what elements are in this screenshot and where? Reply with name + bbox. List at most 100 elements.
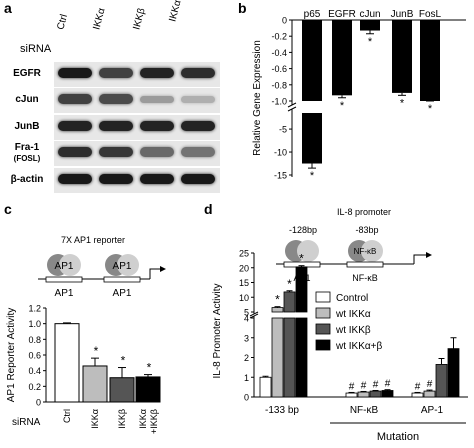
panel-c-letter: c [4,201,12,217]
blot-band [99,147,133,157]
group-label: AP-1 [421,405,444,416]
tss-arrow-head [160,266,166,272]
blot-band [99,121,133,131]
legend-swatch [315,339,331,351]
blot-band [181,68,215,78]
ap1-site-label: AP1 [55,288,74,299]
y-axis-title: Relative Gene Expression [252,40,263,156]
blot-band [99,68,133,78]
blot-band [58,121,92,131]
bar [259,376,272,398]
bar-upper [295,266,308,313]
blot-strip [54,168,220,193]
bar [435,364,448,398]
bar [345,392,358,398]
blot-band [99,174,133,184]
bar [82,365,108,403]
significance-mark: # [427,379,433,390]
ap1-factor-label: AP1 [113,261,132,272]
bar-lower [302,113,322,164]
blot-band [58,68,92,78]
tss-arrow-head [426,252,432,258]
significance-mark: * [310,170,315,182]
blot-band [99,94,133,104]
legend-swatch [315,291,331,303]
y-tick-label: 0.4 [28,366,41,376]
bar-upper [302,20,322,101]
category-label: +IKKβ [149,409,159,434]
panel-a-letter: a [4,0,12,16]
significance-mark: * [299,252,304,266]
bar-upper [271,307,284,313]
ap1-factor-label: AP1 [55,261,74,272]
y-tick-label: -10 [274,148,287,158]
group-label: NF-κB [350,405,379,416]
y-tick-label: -0.6 [271,64,287,74]
y-tick-label: 4 [244,314,249,324]
y-tick-label: -15 [274,171,287,181]
blot-row-label-line1: Fra-1 [14,142,40,153]
bar [392,20,412,93]
bar-lower [283,317,296,398]
significance-mark: * [400,97,405,109]
gene-expression-chart: 0 -0.2 -0.4 -0.6 -0.8 -1.0 -5 -10 -15 Relative Ge… [252,9,466,182]
significance-mark: # [385,379,391,390]
y-tick-label: -0.2 [271,32,287,42]
category-label: IKKα [90,409,100,429]
promoter-title: IL-8 promoter [337,207,391,217]
category-label: FosL [419,9,442,20]
sirna-label: siRNA [12,417,41,428]
blot-column-header: IKKβ [131,7,148,31]
blot-band [181,96,215,103]
y-tick-label: 3 [244,333,249,343]
bar [411,392,424,398]
legend-label: wt IKKα+β [335,341,383,352]
bar [447,348,460,398]
tss-arrow [413,254,426,264]
y-tick-label: -0.4 [271,48,287,58]
significance-mark: # [373,379,379,390]
y-tick-label: -0.8 [271,80,287,90]
significance-mark: * [121,354,126,368]
blot-band [181,147,215,157]
legend-swatch [315,307,331,319]
category-label: IKKβ [117,409,127,429]
nfkb-factor-shape [361,240,383,262]
blot-band [140,96,174,103]
significance-mark: * [94,344,99,358]
nfkb-factor-label: NF-κB [354,247,377,256]
axis-break-mark [287,102,297,108]
blot-row-label-line2: (FOSL) [13,154,41,163]
blot-strip [54,88,220,113]
significance-mark: * [368,36,373,48]
y-tick-label: -1.0 [271,97,287,107]
blot-column-header: Ctrl [55,13,71,31]
significance-mark: * [147,361,152,375]
ap1-binding-site [45,276,83,283]
mutation-label: Mutation [377,431,419,443]
axis-break-mark [249,313,259,319]
bar [420,20,440,101]
blot-band [58,94,92,104]
significance-mark: * [287,277,292,291]
blot-band [140,68,174,78]
axis-break-mark [287,106,297,112]
bar-lower [271,317,284,398]
blot-strip [54,62,220,87]
blot-band [58,174,92,184]
y-tick-label: 1 [244,373,249,383]
group-label: -133 bp [265,405,299,416]
blot-band [140,147,174,157]
blot-column-header: IKKα [91,6,108,32]
y-axis-title: AP1 Reporter Activity [6,308,17,402]
legend-label: wt IKKβ [335,325,371,336]
y-tick-label: 1.0 [28,319,41,329]
y-tick-label: 0.6 [28,351,41,361]
legend-label: wt IKKα [335,309,371,320]
bar [381,390,394,398]
y-tick-label: 2 [244,353,249,363]
reporter-title: 7X AP1 reporter [61,235,125,245]
bar-lower [295,317,308,398]
bar [360,20,380,31]
blot-band [140,121,174,131]
